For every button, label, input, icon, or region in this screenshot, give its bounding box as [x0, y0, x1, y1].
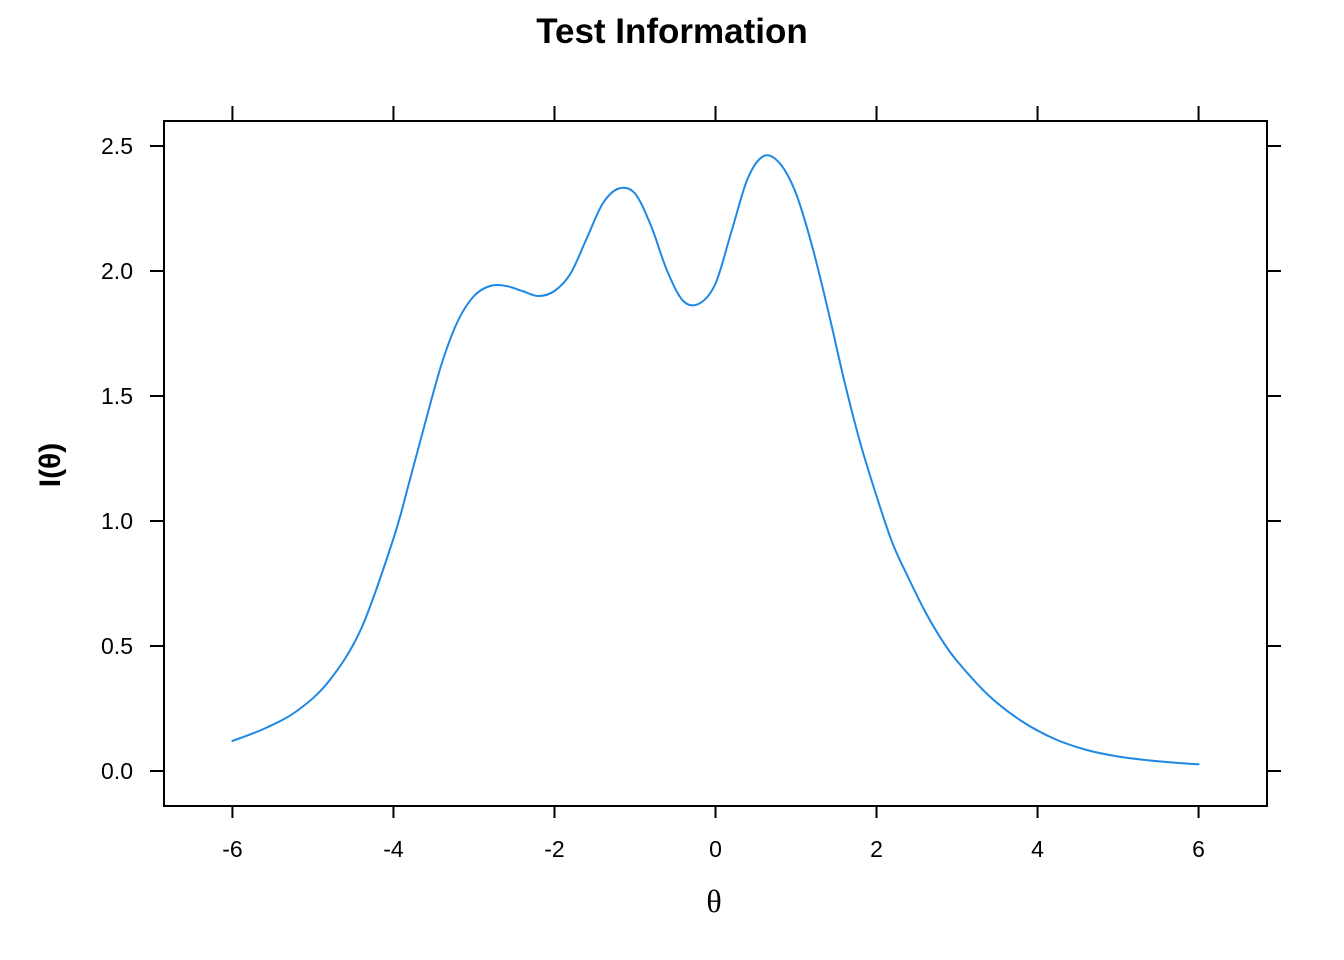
- x-tick-label: -4: [383, 836, 404, 862]
- plot-frame: [163, 120, 1268, 807]
- x-tick-label: 2: [870, 836, 883, 862]
- test-information-curve: [231, 154, 1200, 766]
- x-tick-label: 0: [709, 836, 722, 862]
- y-tick-label: 2.0: [101, 258, 133, 284]
- y-tick-label: 0.0: [101, 758, 133, 784]
- y-axis-left: 0.0 0.5 1.0 1.5 2.0 2.5: [101, 133, 164, 784]
- x-tick-label: 4: [1031, 836, 1044, 862]
- x-axis-top: [231, 106, 1200, 121]
- y-tick-label: 0.5: [101, 633, 133, 659]
- y-tick-label: 2.5: [101, 133, 133, 159]
- y-tick-label: 1.0: [101, 508, 133, 534]
- x-tick-label: 6: [1192, 836, 1205, 862]
- x-tick-label: -2: [544, 836, 564, 862]
- x-tick-label: -6: [222, 836, 242, 862]
- y-axis-label: I(θ): [34, 443, 67, 488]
- x-axis-label: θ: [706, 883, 721, 919]
- x-axis-bottom: -6 -4 -2 0 2 4 6: [222, 806, 1205, 862]
- chart-title: Test Information: [536, 12, 808, 51]
- y-tick-label: 1.5: [101, 383, 133, 409]
- y-axis-right: [1267, 145, 1281, 772]
